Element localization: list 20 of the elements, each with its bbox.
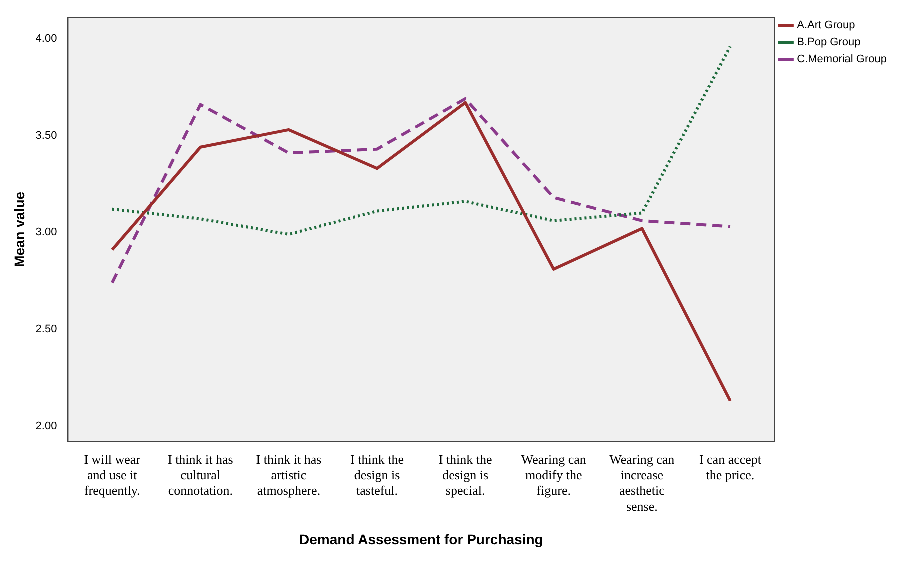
x-tick-label: I think the design is special. <box>438 452 493 498</box>
y-tick-label: 2.50 <box>36 323 58 336</box>
x-axis-title: Demand Assessment for Purchasing <box>300 531 544 548</box>
legend-label: A.Art Group <box>797 20 856 32</box>
line-series <box>110 97 732 284</box>
legend-label: C.Memorial Group <box>797 54 887 66</box>
y-tick-label: 4.00 <box>36 32 58 45</box>
line-series <box>110 45 732 236</box>
y-tick-label: 3.00 <box>36 226 58 239</box>
x-tick-label: I will wear and use it frequently. <box>84 452 142 498</box>
legend-label: B.Pop Group <box>797 36 861 49</box>
y-tick-label: 2.00 <box>36 420 58 432</box>
y-tick-label: 3.50 <box>36 130 58 142</box>
x-tick-label: I think it has cultural connotation. <box>168 452 234 498</box>
y-axis-title: Mean value <box>11 192 28 268</box>
x-tick-label: I think the design is tasteful. <box>350 452 404 498</box>
x-tick-label: Wearing can increase aesthetic sense. <box>610 452 676 514</box>
x-tick-label: I think it has artistic atmosphere. <box>256 452 322 498</box>
x-tick-label: Wearing can modify the figure. <box>521 452 587 498</box>
x-tick-label: I can accept the price. <box>699 452 762 483</box>
